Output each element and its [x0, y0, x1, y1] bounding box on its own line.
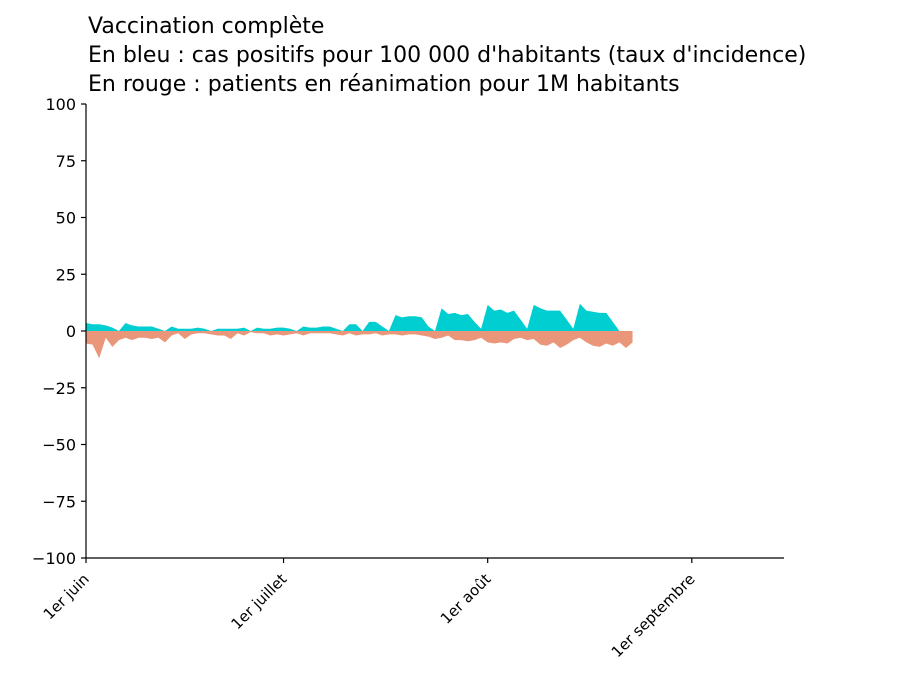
y-tick-label: 75	[56, 152, 76, 171]
chart-title-line-3: En rouge : patients en réanimation pour …	[88, 72, 680, 97]
y-tick-label: −75	[42, 492, 76, 511]
x-tick-label: 1er septembre	[608, 570, 699, 661]
y-tick-label: −100	[32, 549, 76, 568]
area-series-1	[86, 303, 633, 331]
x-tick-label: 1er juillet	[227, 570, 290, 633]
x-tick-label: 1er juin	[40, 570, 93, 623]
y-axis-ticks: 100 75 50 25 0 −25 −50 −75 −100	[32, 95, 86, 568]
y-tick-label: 50	[56, 209, 76, 228]
y-tick-label: 25	[56, 265, 76, 284]
y-tick-label: 100	[45, 95, 76, 114]
y-tick-label: −25	[42, 379, 76, 398]
x-axis-ticks: 1er juin 1er juillet 1er août 1er septembre	[40, 558, 699, 661]
chart-title-line-1: Vaccination complète	[88, 14, 325, 39]
y-tick-label: 0	[66, 322, 76, 341]
plot-areas	[86, 303, 633, 359]
x-tick-label: 1er août	[437, 570, 495, 628]
area-series-2	[86, 331, 633, 359]
chart-title: Vaccination complète En bleu : cas posit…	[88, 12, 806, 99]
chart-title-line-2: En bleu : cas positifs pour 100 000 d'ha…	[88, 43, 807, 68]
y-tick-label: −50	[42, 436, 76, 455]
